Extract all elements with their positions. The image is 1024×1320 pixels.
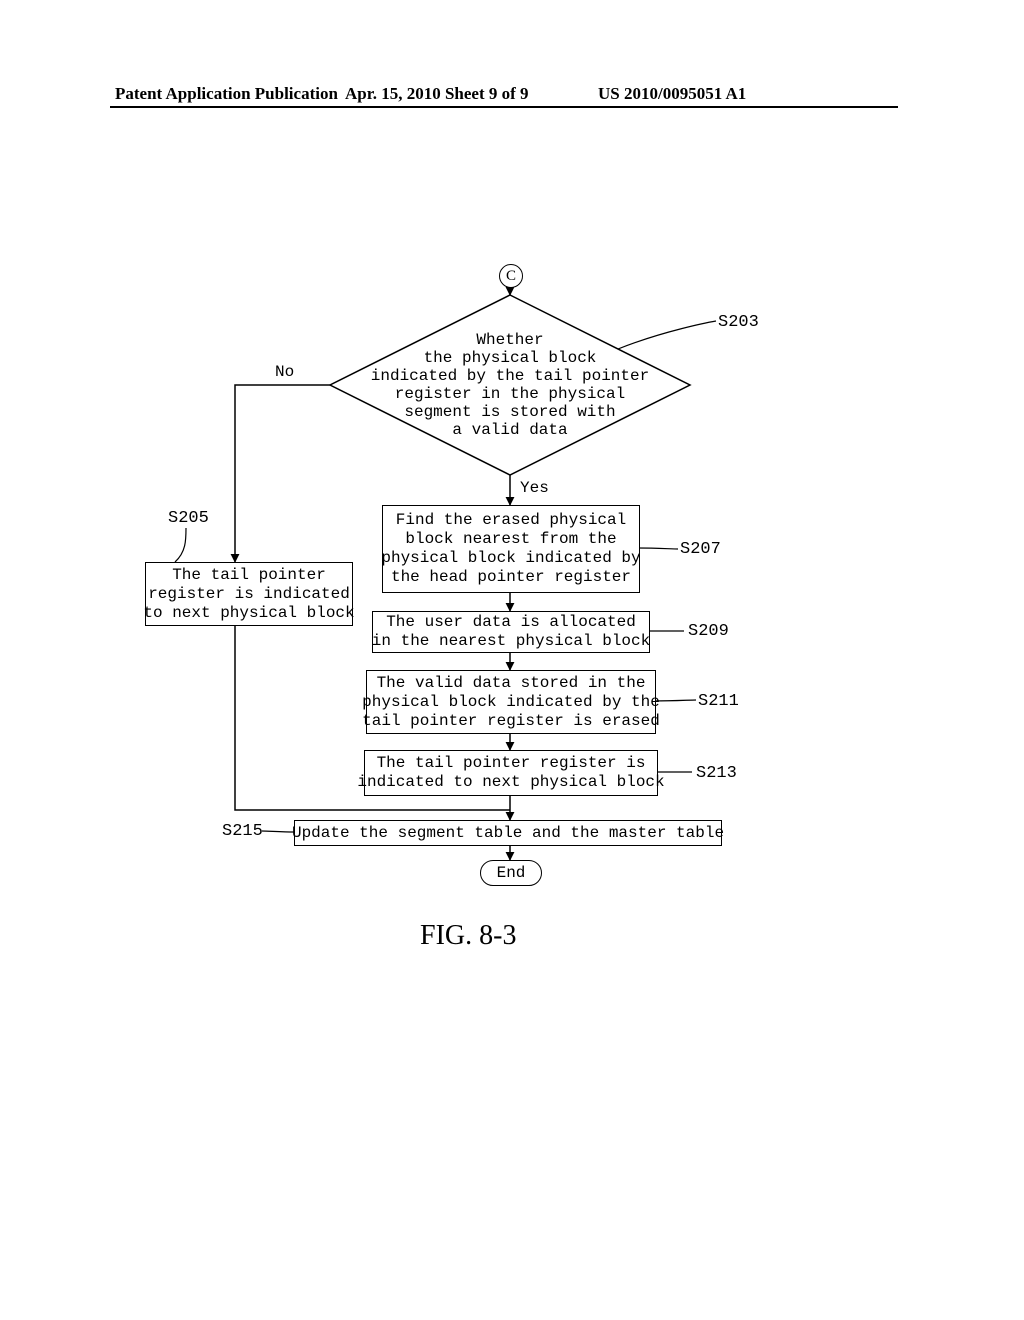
ref-s209: S209 [688,622,729,641]
terminator-end: End [480,860,542,886]
header-rule [110,106,898,108]
edge-yes: Yes [520,479,549,497]
figure-caption: FIG. 8-3 [420,920,516,952]
box-s209-text: The user data is allocated in the neares… [372,613,650,651]
box-s207-text: Find the erased physical block nearest f… [381,511,640,587]
header-center: Apr. 15, 2010 Sheet 9 of 9 [345,84,529,104]
header-left: Patent Application Publication [115,84,338,104]
svg-text:Whetherthe physical blockindic: Whetherthe physical blockindicated by th… [371,331,649,439]
ref-s205: S205 [168,509,209,528]
header-right: US 2010/0095051 A1 [598,84,746,104]
ref-s203: S203 [718,313,759,332]
terminator-end-text: End [497,864,526,882]
box-s205-text: The tail pointer register is indicated t… [143,566,354,623]
flowchart-svg: Whetherthe physical blockindicated by th… [0,0,1024,1320]
connector-c-label: C [506,268,516,285]
ref-s211: S211 [698,692,739,711]
ref-s207: S207 [680,540,721,559]
box-s215-text: Update the segment table and the master … [292,824,724,843]
box-s213-text: The tail pointer register is indicated t… [357,754,664,792]
connector-c: C [499,264,523,288]
ref-s215: S215 [222,822,263,841]
box-s209: The user data is allocated in the neares… [372,611,650,653]
box-s213: The tail pointer register is indicated t… [364,750,658,796]
ref-s213: S213 [696,764,737,783]
box-s211-text: The valid data stored in the physical bl… [362,674,660,731]
edge-no: No [275,363,294,381]
box-s211: The valid data stored in the physical bl… [366,670,656,734]
box-s205: The tail pointer register is indicated t… [145,562,353,626]
box-s215: Update the segment table and the master … [294,820,722,846]
box-s207: Find the erased physical block nearest f… [382,505,640,593]
